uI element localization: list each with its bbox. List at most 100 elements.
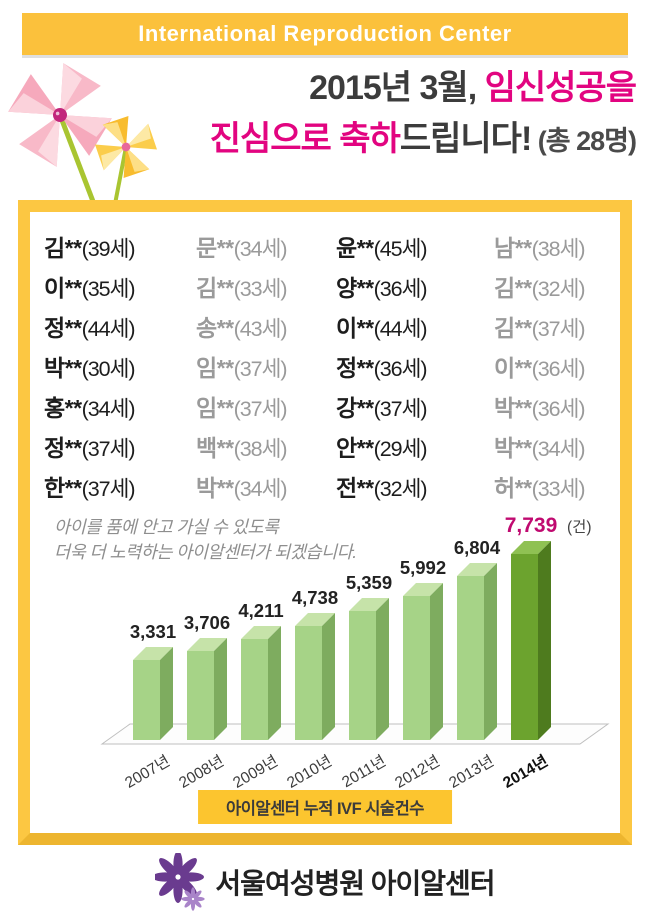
name-entry: 임**(37세) bbox=[196, 352, 336, 385]
patient-age: (39세) bbox=[81, 237, 136, 261]
name-entry: 임**(37세) bbox=[196, 392, 336, 425]
patient-age: (43세) bbox=[233, 317, 288, 341]
year-axis-label: 2008년 bbox=[176, 752, 227, 792]
patient-age: (37세) bbox=[373, 397, 428, 421]
bar-value-label: 6,804 bbox=[454, 537, 501, 558]
name-entry: 이**(44세) bbox=[336, 312, 494, 345]
bar-front-face bbox=[187, 651, 214, 740]
name-entry: 정**(37세) bbox=[44, 432, 196, 465]
patient-age: (30세) bbox=[81, 357, 136, 381]
patient-surname: 이** bbox=[336, 315, 374, 341]
bar-value-label: 4,738 bbox=[292, 587, 338, 608]
patient-surname: 백** bbox=[196, 435, 234, 461]
bar-top-face bbox=[511, 541, 551, 554]
bar-side-face bbox=[376, 598, 389, 740]
bar-front-face bbox=[457, 576, 484, 740]
headline-line2: 진심으로 축하드립니다! (총 28명) bbox=[210, 120, 637, 158]
name-entry: 김**(33세) bbox=[196, 272, 336, 305]
bar-side-face bbox=[214, 638, 227, 740]
patient-age: (44세) bbox=[81, 317, 136, 341]
bar-value-label: 5,992 bbox=[400, 557, 446, 578]
patient-age: (33세) bbox=[531, 477, 586, 501]
bar-top-face bbox=[295, 613, 335, 626]
bar-2009년 bbox=[241, 626, 281, 740]
patient-age: (37세) bbox=[81, 477, 136, 501]
patient-age: (29세) bbox=[373, 437, 428, 461]
bar-side-face bbox=[430, 583, 443, 740]
year-axis-label: 2011년 bbox=[339, 752, 389, 791]
patient-age: (34세) bbox=[81, 397, 136, 421]
patient-surname: 양** bbox=[336, 275, 374, 301]
chart-title-box: 아이알센터 누적 IVF 시술건수 bbox=[198, 790, 452, 824]
patient-surname: 박** bbox=[44, 355, 82, 381]
bar-top-face bbox=[349, 598, 389, 611]
name-entry: 양**(36세) bbox=[336, 272, 494, 305]
patient-age: (32세) bbox=[373, 477, 428, 501]
name-entry: 박**(30세) bbox=[44, 352, 196, 385]
patient-surname: 이** bbox=[494, 355, 532, 381]
patient-age: (34세) bbox=[233, 237, 288, 261]
patient-age: (45세) bbox=[373, 237, 428, 261]
name-entry: 김**(37세) bbox=[494, 312, 634, 345]
name-entry: 허**(33세) bbox=[494, 472, 634, 505]
name-entry: 전**(32세) bbox=[336, 472, 494, 505]
patient-surname: 이** bbox=[44, 275, 82, 301]
pink-pinwheel bbox=[8, 63, 112, 167]
year-axis-label: 2009년 bbox=[230, 752, 281, 792]
hospital-name: 서울여성병원 아이알센터 bbox=[215, 868, 495, 899]
headline: 2015년 3월, 임신성공을 진심으로 축하드립니다! (총 28명) bbox=[210, 69, 637, 173]
name-entry: 송**(43세) bbox=[196, 312, 336, 345]
headline-line1-dark: 2015년 3월, bbox=[309, 69, 485, 107]
bar-front-face bbox=[295, 626, 322, 740]
name-entry: 박**(36세) bbox=[494, 392, 634, 425]
bar-2010년 bbox=[295, 613, 335, 740]
patient-surname: 김** bbox=[196, 275, 234, 301]
bar-side-face bbox=[484, 563, 497, 740]
headline-total-count: (총 28명) bbox=[531, 126, 637, 156]
patient-surname: 김** bbox=[494, 275, 532, 301]
bar-side-face bbox=[268, 626, 281, 740]
patient-age: (34세) bbox=[233, 477, 288, 501]
banner-title: International Reproduction Center bbox=[138, 21, 511, 47]
promise-message: 아이를 품에 안고 가실 수 있도록 더욱 더 노력하는 아이알센터가 되겠습니… bbox=[54, 515, 357, 565]
banner-initial: C bbox=[439, 21, 456, 46]
patient-surname: 문** bbox=[196, 235, 234, 261]
patient-age: (44세) bbox=[373, 317, 428, 341]
name-entry: 홍**(34세) bbox=[44, 392, 196, 425]
pinwheel-stem bbox=[113, 146, 128, 204]
patient-surname: 허** bbox=[494, 475, 532, 501]
bar-value-label: 5,359 bbox=[346, 572, 392, 593]
year-axis-label: 2012년 bbox=[392, 752, 443, 792]
name-entry: 박**(34세) bbox=[494, 432, 634, 465]
patient-surname: 윤** bbox=[336, 235, 374, 261]
patient-surname: 박** bbox=[494, 395, 532, 421]
bar-front-face bbox=[403, 596, 430, 740]
patient-age: (36세) bbox=[531, 397, 586, 421]
headline-line2-dark: 드립니다! bbox=[399, 120, 532, 158]
bar-top-face bbox=[241, 626, 281, 639]
bar-top-face bbox=[457, 563, 497, 576]
banner-initial: I bbox=[138, 21, 145, 46]
promise-message-line2: 더욱 더 노력하는 아이알센터가 되겠습니다. bbox=[54, 542, 357, 562]
hero-section: 2015년 3월, 임신성공을 진심으로 축하드립니다! (총 28명) bbox=[0, 57, 650, 204]
banner-word: nternational bbox=[144, 21, 284, 46]
success-names-board: 김**(39세) 문**(34세) 윤**(45세) 남**(38세) 이**(35세)… bbox=[30, 212, 620, 505]
name-entry: 김**(32세) bbox=[494, 272, 634, 305]
bar-2013년 bbox=[457, 563, 497, 740]
bar-side-face bbox=[160, 647, 173, 740]
banner-word: eproduction bbox=[299, 21, 440, 46]
patient-surname: 전** bbox=[336, 475, 374, 501]
patient-surname: 강** bbox=[336, 395, 374, 421]
patient-surname: 임** bbox=[196, 395, 234, 421]
name-entry: 박**(34세) bbox=[196, 472, 336, 505]
patient-age: (35세) bbox=[81, 277, 136, 301]
ivf-bar-chart: 3,331 2007년 3,706 2008년 4,211 2009년 4,738 2010년… bbox=[100, 514, 610, 792]
name-entry: 강**(37세) bbox=[336, 392, 494, 425]
patient-surname: 안** bbox=[336, 435, 374, 461]
name-entry: 윤**(45세) bbox=[336, 232, 494, 265]
bar-2012년 bbox=[403, 583, 443, 740]
promise-message-line1: 아이를 품에 안고 가실 수 있도록 bbox=[54, 517, 279, 537]
bar-top-face bbox=[403, 583, 443, 596]
patient-age: (38세) bbox=[233, 437, 288, 461]
bar-value-label: 7,739 bbox=[505, 514, 558, 537]
